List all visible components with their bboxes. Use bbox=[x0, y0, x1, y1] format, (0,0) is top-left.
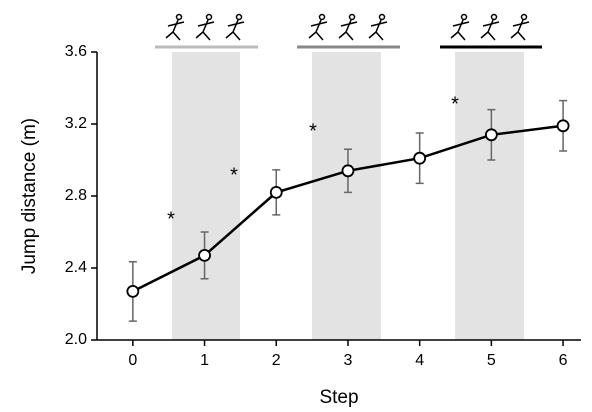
y-tick-label: 3.6 bbox=[65, 43, 87, 60]
point bbox=[127, 286, 138, 297]
y-tick-label: 2.0 bbox=[65, 331, 87, 348]
x-tick-label: 3 bbox=[344, 352, 353, 369]
runner-body bbox=[481, 20, 499, 40]
x-tick-label: 6 bbox=[559, 352, 568, 369]
runner-body bbox=[166, 20, 184, 40]
point bbox=[342, 165, 353, 176]
point bbox=[199, 250, 210, 261]
runner-head bbox=[320, 15, 325, 20]
x-tick-label: 2 bbox=[272, 352, 281, 369]
y-axis-title: Jump distance (m) bbox=[19, 118, 40, 274]
runner-body bbox=[196, 20, 214, 40]
x-tick-label: 1 bbox=[200, 352, 209, 369]
runner-body bbox=[309, 20, 327, 40]
band bbox=[172, 52, 240, 340]
chart: Jump distance (m) Step 2.0 2.4 2.8 3.2 3.6 0 1… bbox=[0, 0, 592, 412]
point bbox=[558, 120, 569, 131]
band bbox=[312, 52, 381, 340]
runner-head bbox=[207, 15, 212, 20]
runner-body bbox=[451, 20, 469, 40]
y-tick-label: 3.2 bbox=[65, 115, 87, 132]
annotation: * bbox=[451, 93, 459, 115]
runner-body bbox=[339, 20, 357, 40]
y-tick-label: 2.8 bbox=[65, 187, 87, 204]
runner-head bbox=[380, 15, 385, 20]
x-tick-label: 0 bbox=[128, 352, 137, 369]
runner-body bbox=[511, 20, 529, 40]
annotation: * bbox=[230, 164, 238, 186]
x-axis-title: Step bbox=[319, 387, 358, 408]
shaded-bands bbox=[172, 52, 524, 340]
runner-head bbox=[492, 15, 497, 20]
runner-icons bbox=[166, 15, 529, 41]
runner-head bbox=[237, 15, 242, 20]
runner-head bbox=[462, 15, 467, 20]
annotation: * bbox=[309, 120, 317, 142]
runner-body bbox=[369, 20, 387, 40]
annotation: * bbox=[167, 208, 175, 230]
point bbox=[486, 129, 497, 140]
point bbox=[414, 153, 425, 164]
runner-body bbox=[226, 20, 244, 40]
runner-head bbox=[522, 15, 527, 20]
x-tick-label: 5 bbox=[487, 352, 496, 369]
runner-head bbox=[177, 15, 182, 20]
band bbox=[455, 52, 524, 340]
point bbox=[271, 187, 282, 198]
x-tick-label: 4 bbox=[415, 352, 424, 369]
y-tick-label: 2.4 bbox=[65, 259, 87, 276]
runner-head bbox=[350, 15, 355, 20]
